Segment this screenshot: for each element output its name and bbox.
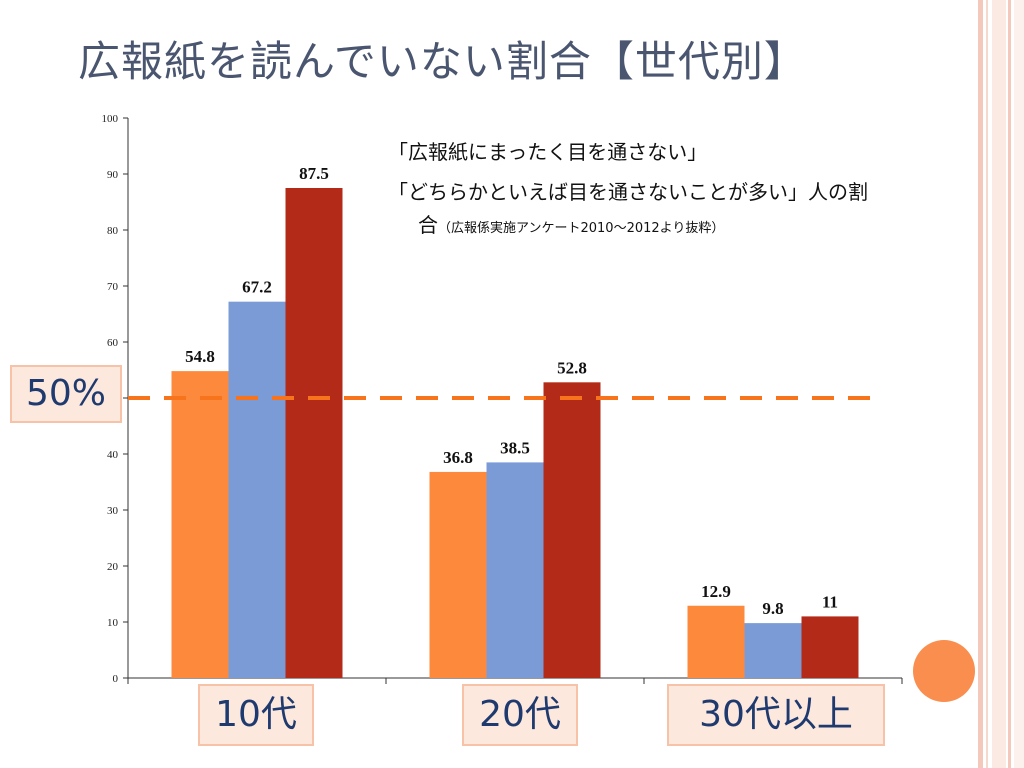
bar-value-label: 12.9 — [701, 582, 731, 601]
bar-value-label: 87.5 — [299, 164, 329, 183]
decorative-stripe — [1008, 0, 1011, 768]
y-tick-label: 80 — [107, 225, 119, 237]
bar-value-label: 67.2 — [242, 278, 272, 297]
y-tick-label: 10 — [107, 617, 119, 629]
y-tick-label: 70 — [107, 281, 119, 293]
y-tick-label: 30 — [107, 505, 119, 517]
annotation-line-2: 「どちらかといえば目を通さないことが多い」人の割 — [388, 180, 868, 204]
annotation-line-3: 合（広報係実施アンケート2010～2012より抜粋） — [388, 212, 868, 242]
y-tick-label: 90 — [107, 169, 119, 181]
decorative-stripe — [992, 0, 1006, 768]
bar — [171, 371, 229, 678]
annotation-line-3-text: 合 — [418, 213, 438, 237]
y-tick-label: 60 — [107, 337, 119, 349]
annotation-line-1: 「広報紙にまったく目を通さない」 — [388, 140, 708, 164]
decorative-stripe — [986, 0, 988, 768]
bar — [687, 605, 745, 678]
annotation-source: （広報係実施アンケート2010～2012より抜粋） — [438, 221, 725, 236]
decorative-circle — [913, 640, 975, 702]
bar — [285, 188, 343, 678]
decorative-stripe — [978, 0, 983, 768]
y-tick-label: 20 — [107, 561, 119, 573]
reference-line-label: 50% — [10, 365, 122, 423]
bar-value-label: 54.8 — [185, 347, 215, 366]
bar-value-label: 36.8 — [443, 448, 473, 467]
bar — [228, 301, 286, 678]
bar — [486, 462, 544, 678]
category-label-20s: 20代 — [462, 684, 578, 746]
bar-value-label: 38.5 — [500, 438, 530, 457]
y-tick-label: 40 — [107, 449, 119, 461]
bar-value-label: 52.8 — [557, 358, 587, 377]
y-tick-label: 0 — [113, 673, 119, 685]
bar-value-label: 11 — [822, 592, 838, 611]
category-label-30s-plus: 30代以上 — [667, 684, 885, 746]
bar — [801, 616, 859, 678]
slide-title: 広報紙を読んでいない割合【世代別】 — [78, 37, 807, 86]
bar — [429, 471, 487, 678]
decorative-stripe — [1014, 0, 1024, 768]
bar — [744, 623, 802, 678]
bar-value-label: 9.8 — [762, 599, 783, 618]
y-tick-label: 100 — [102, 113, 119, 125]
bar — [543, 382, 601, 678]
category-label-10s: 10代 — [198, 684, 314, 746]
chart-annotation: 「広報紙にまったく目を通さない」 「どちらかといえば目を通さないことが多い」人の… — [388, 132, 868, 242]
